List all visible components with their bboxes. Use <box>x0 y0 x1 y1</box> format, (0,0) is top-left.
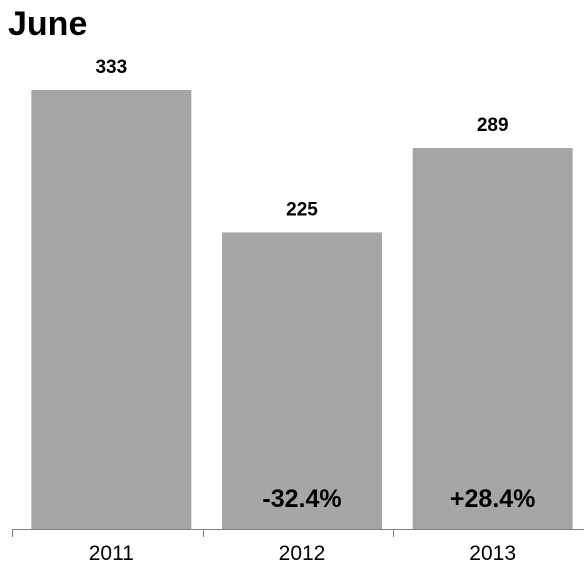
change-label-2012: -32.4% <box>262 485 341 513</box>
x-tick-label-2013: 2013 <box>469 542 516 565</box>
bar-2011 <box>31 90 192 529</box>
bar-2013 <box>412 148 573 529</box>
change-label-2013: +28.4% <box>450 485 536 513</box>
value-label-2012: 225 <box>286 199 318 220</box>
x-tick-label-group: 2011 2012 2013 <box>89 542 516 565</box>
bar-group <box>31 90 573 530</box>
x-axis <box>12 529 584 537</box>
value-label-2011: 333 <box>95 57 127 78</box>
chart-title: June <box>8 5 87 43</box>
x-tick-label-2012: 2012 <box>279 542 326 565</box>
x-tick-label-2011: 2011 <box>89 542 134 565</box>
value-label-group: 333 225 289 <box>95 57 508 220</box>
change-label-group: -32.4% +28.4% <box>262 485 535 513</box>
bar-2012 <box>222 232 382 530</box>
value-label-2013: 289 <box>477 115 509 136</box>
